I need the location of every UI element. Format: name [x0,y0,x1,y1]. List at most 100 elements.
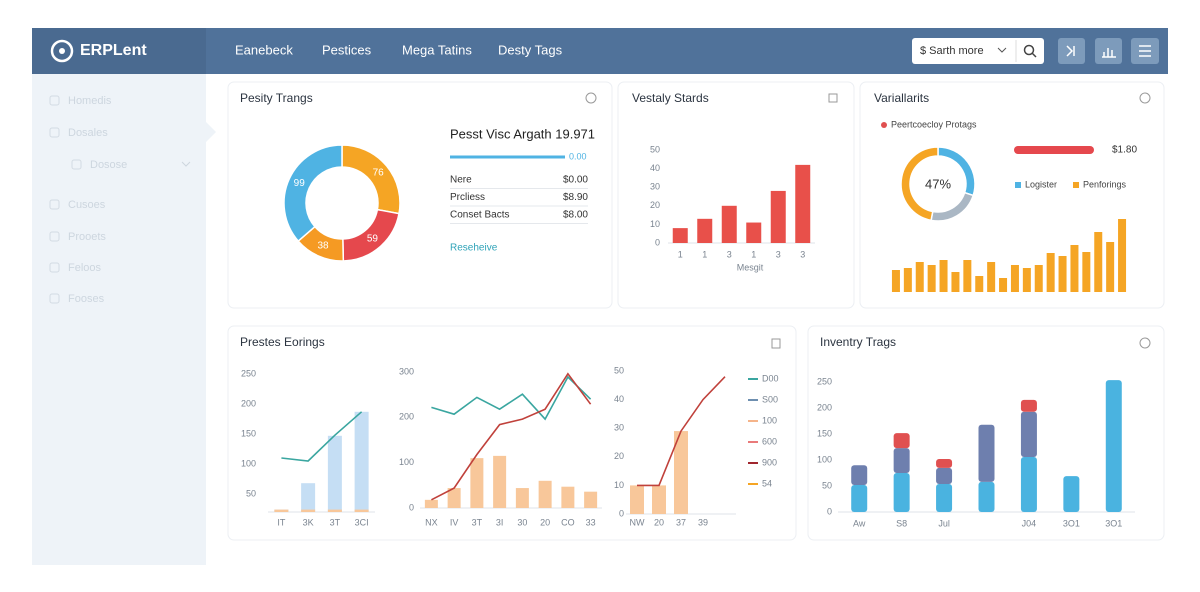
x-axis-label: Mesgit [737,262,764,272]
slice-label: 76 [373,168,385,179]
pie-slice [283,144,343,243]
x-tick-label: Jul [938,518,950,528]
summary-link[interactable]: Reseheive [450,243,498,254]
panel-icon[interactable] [828,93,838,103]
sidebar-icon [49,262,60,273]
x-tick-label: NW [630,517,645,527]
x-tick-label: 3 [727,249,732,259]
y-tick-label: 0 [827,506,832,516]
sidebar-item[interactable]: Cusoes [68,199,106,211]
y-tick-label: 40 [614,394,624,404]
sidebar-item[interactable]: Homedis [68,95,112,107]
x-tick-label: 3T [472,517,483,527]
y-tick-label: 30 [650,182,660,192]
bar-segment [1020,456,1037,512]
slice-label: 59 [367,233,379,244]
legend-label: D00 [762,373,779,383]
bar [1010,265,1019,292]
bar [987,262,996,292]
y-tick-label: 200 [399,412,414,422]
bar [1094,232,1103,292]
pie-slice [900,146,939,222]
x-tick-label: CO [561,517,575,527]
bar-segment [978,481,995,512]
bar-segment [936,483,953,512]
bar [1070,245,1079,292]
sidebar-item[interactable]: Fooses [68,293,105,305]
legend-label: Penforings [1083,179,1127,189]
sidebar-item[interactable]: Dosales [68,127,108,139]
x-tick-label: 33 [586,517,596,527]
panel-icon[interactable] [1139,92,1151,104]
sidebar-item[interactable]: Prooets [68,231,106,243]
bar [746,222,762,243]
legend-label: 600 [762,436,777,446]
y-tick-label: 200 [241,398,256,408]
panel-icon[interactable] [771,338,781,349]
y-tick-label: 200 [817,403,832,413]
bar [327,509,342,512]
search-icon[interactable] [1023,44,1035,56]
bar-segment [1105,380,1122,512]
y-tick-label: 0 [655,237,660,247]
bar [1106,242,1115,292]
sidebar-icon [71,159,82,170]
row-value: $0.00 [563,175,588,186]
x-tick-label: 1 [751,249,756,259]
x-tick-label: 3I [496,517,504,527]
nav-item[interactable]: Desty Tags [498,42,563,57]
panel-title: Variallarits [874,91,929,105]
sidebar-item[interactable]: Dosose [90,159,127,171]
x-tick-label: 20 [540,517,550,527]
nav-item[interactable]: Pestices [322,42,372,57]
x-tick-label: 39 [698,517,708,527]
bar-segment [1020,399,1037,412]
bar [963,260,972,292]
bar [538,480,552,508]
line [637,376,726,487]
x-tick-label: Aw [853,518,866,528]
panel-title: Pesity Trangs [240,91,313,105]
bar [697,218,713,243]
center-label: 47% [925,176,951,191]
row-label: Prcliess [450,192,485,203]
y-tick-label: 100 [241,458,256,468]
y-tick-label: 10 [614,480,624,490]
bar [674,431,688,514]
panel-icon[interactable] [1139,337,1151,349]
nav-item[interactable]: Eanebeck [235,42,293,57]
legend-label: Peertcoecloy Protags [891,119,977,129]
search-handle [1031,52,1037,58]
slice-label: 99 [294,178,306,189]
bar [903,268,912,292]
bar [999,278,1008,292]
search-box[interactable] [912,38,1044,64]
sidebar-icon [49,231,60,242]
bar [795,164,811,243]
legend-label: 54 [762,478,772,488]
bar [447,488,461,508]
panel [617,81,855,309]
chevron [997,47,1007,53]
menu-icon [1139,45,1151,57]
bar [515,488,529,508]
row-value: $8.90 [563,192,588,203]
bar [274,509,289,512]
slice-label: 38 [317,241,329,252]
variance-amount: $1.80 [1112,145,1137,156]
sidebar-item[interactable]: Feloos [68,262,102,274]
nav-item[interactable]: Mega Tatins [402,42,472,57]
sidebar [32,74,206,565]
x-tick-label: IT [277,517,286,527]
bar-segment [851,485,868,512]
bar [301,509,316,512]
line [431,372,592,501]
y-tick-label: 50 [614,365,624,375]
tool-icon [1066,45,1075,57]
row-label: Conset Bacts [450,210,509,221]
panel-icon[interactable] [585,92,597,104]
bar [1046,253,1055,292]
y-tick-label: 40 [650,163,660,173]
line [431,375,592,421]
